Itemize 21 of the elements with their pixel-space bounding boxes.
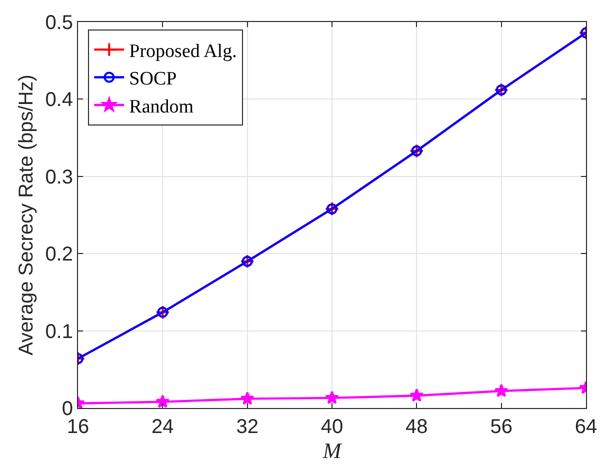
y-axis-title: Average Secrecy Rate (bps/Hz) [16,74,38,356]
x-axis-title: M [322,438,343,463]
x-tick-label: 40 [320,416,344,438]
y-tick-label: 0.2 [45,244,73,266]
point [156,394,170,408]
point [494,384,508,398]
x-tick-label: 32 [236,416,258,438]
point [325,390,339,404]
x-tick-label: 48 [406,416,428,438]
x-tick-label: 64 [574,416,598,438]
legend-label: Random [129,96,194,118]
legend-label: SOCP [129,68,177,90]
x-tick-label: 24 [152,416,174,438]
y-tick-label: 0.4 [45,89,73,112]
y-tick-label: 0.5 [45,12,73,34]
legend-label: Proposed Alg. [129,40,237,62]
point [410,388,424,402]
y-tick-label: 0.3 [45,166,73,188]
point [240,391,254,405]
y-tick-label: 0.1 [45,320,73,343]
x-tick-label: 56 [490,416,512,438]
